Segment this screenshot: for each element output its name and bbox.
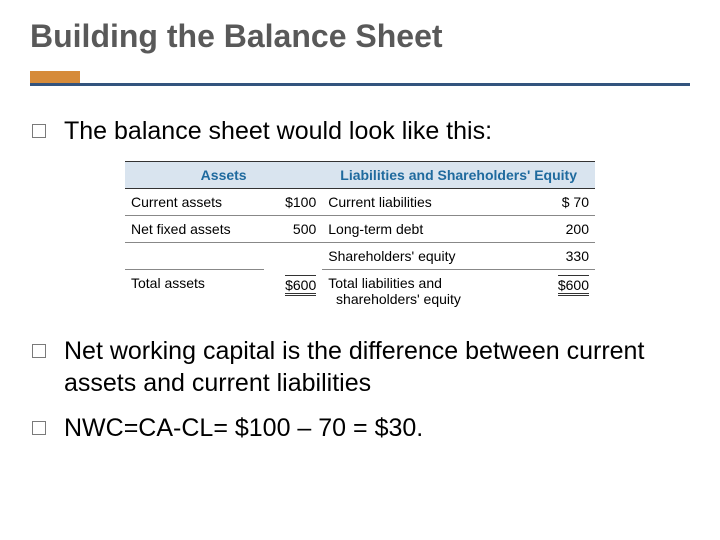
cell-value: 500	[264, 216, 322, 243]
header-liabilities: Liabilities and Shareholders' Equity	[322, 162, 595, 189]
bullet-box-icon	[32, 344, 46, 358]
slide: Building the Balance Sheet The balance s…	[0, 0, 720, 540]
cell-label: Long-term debt	[322, 216, 531, 243]
cell-label: Shareholders' equity	[322, 243, 531, 270]
cell-value: $ 70	[531, 189, 595, 216]
bullet-text: NWC=CA-CL= $100 – 70 = $30.	[64, 413, 423, 444]
cell-label: Total assets	[125, 270, 264, 313]
header-assets: Assets	[125, 162, 322, 189]
balance-sheet-table: Assets Liabilities and Shareholders' Equ…	[125, 161, 595, 312]
cell-label: Total liabilities and shareholders' equi…	[322, 270, 531, 313]
content-area: The balance sheet would look like this: …	[30, 116, 690, 444]
cell-label: Current assets	[125, 189, 264, 216]
table-total-row: Total assets $600 Total liabilities and …	[125, 270, 595, 313]
cell-value: 200	[531, 216, 595, 243]
cell-value: $100	[264, 189, 322, 216]
cell-value: 330	[531, 243, 595, 270]
cell-label: Net fixed assets	[125, 216, 264, 243]
bullet-text: The balance sheet would look like this:	[64, 116, 492, 147]
balance-sheet-table-wrap: Assets Liabilities and Shareholders' Equ…	[32, 161, 688, 312]
table-row: Net fixed assets 500 Long-term debt 200	[125, 216, 595, 243]
title-rule	[30, 71, 690, 86]
bullet-item: Net working capital is the difference be…	[32, 336, 688, 399]
cell-value: $600	[264, 270, 322, 313]
bullet-text: Net working capital is the difference be…	[64, 336, 688, 399]
cell-value: $600	[531, 270, 595, 313]
cell-label: Current liabilities	[322, 189, 531, 216]
slide-title: Building the Balance Sheet	[30, 18, 690, 55]
cell-label	[125, 243, 264, 270]
bullet-item: The balance sheet would look like this:	[32, 116, 688, 147]
bullet-box-icon	[32, 124, 46, 138]
accent-line	[30, 83, 690, 86]
table-header-row: Assets Liabilities and Shareholders' Equ…	[125, 162, 595, 189]
table-row: Current assets $100 Current liabilities …	[125, 189, 595, 216]
accent-bar	[30, 71, 80, 83]
cell-value	[264, 243, 322, 270]
bullet-box-icon	[32, 421, 46, 435]
bullet-item: NWC=CA-CL= $100 – 70 = $30.	[32, 413, 688, 444]
table-row: Shareholders' equity 330	[125, 243, 595, 270]
